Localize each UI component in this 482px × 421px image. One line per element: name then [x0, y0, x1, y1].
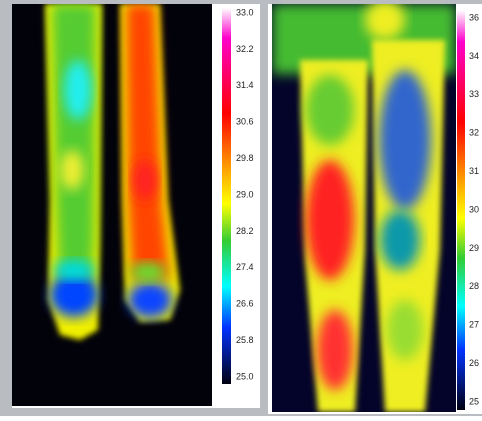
scale-label: 32.2	[236, 44, 254, 54]
scale-label: 26.6	[236, 299, 254, 309]
scale-label: 30.6	[236, 117, 254, 127]
scale-label: 25	[469, 396, 479, 406]
scale-label: 31	[469, 166, 479, 176]
scale-label: 27.4	[236, 262, 254, 272]
scale-label: 30	[469, 204, 479, 214]
scale-label: 33	[469, 89, 479, 99]
scale-label: 32	[469, 128, 479, 138]
right-heat-shapes	[272, 4, 456, 412]
scale-label: 28.2	[236, 226, 254, 236]
scale-label: 27	[469, 320, 479, 330]
left-heat-shapes	[45, 4, 180, 340]
scale-label: 25.0	[236, 371, 254, 381]
scale-label: 36	[469, 12, 479, 22]
scale-label: 34	[469, 51, 479, 61]
scale-label: 31.4	[236, 80, 254, 90]
scale-label: 29.8	[236, 153, 254, 163]
right-scale-labels: 36 34 33 32 31 30 29 28 27 26 25	[469, 12, 479, 406]
right-color-scale	[457, 10, 465, 410]
scale-label: 29	[469, 243, 479, 253]
left-color-scale	[222, 8, 231, 384]
left-scale-labels: 33.0 32.2 31.4 30.6 29.8 29.0 28.2 27.4 26.6 25.8…	[236, 7, 254, 381]
scale-label: 28	[469, 281, 479, 291]
left-thermal-image	[12, 4, 212, 406]
scale-label: 25.8	[236, 335, 254, 345]
scale-label: 26	[469, 358, 479, 368]
scale-label: 29.0	[236, 189, 254, 199]
scale-label: 33.0	[236, 7, 254, 17]
